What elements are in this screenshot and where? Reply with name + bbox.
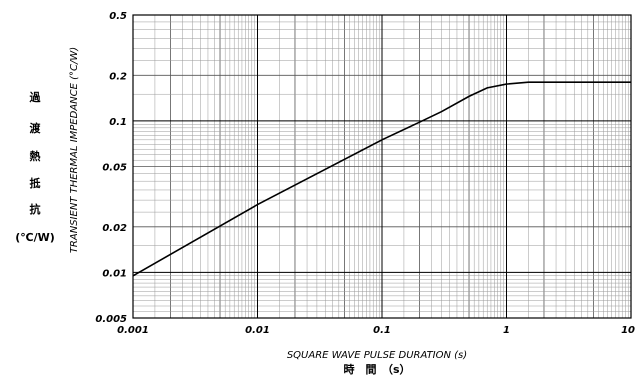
y-tick-labels: 0.005 0.01 0.02 0.05 0.1 0.2 0.5	[95, 11, 127, 325]
x-tick-label: 0.1	[373, 325, 391, 336]
y-axis-label-jp-char: 過	[29, 90, 42, 104]
x-tick-label: 0.01	[245, 325, 270, 336]
major-gridlines	[133, 15, 631, 318]
y-tick-label: 0.1	[109, 117, 127, 128]
y-tick-label: 0.01	[102, 268, 127, 279]
series-line	[132, 81, 631, 277]
x-tick-label: 1	[503, 325, 510, 336]
y-axis-label: TRANSIENT THERMAL IMPEDANCE (°C/W)	[69, 47, 80, 253]
y-axis-label-jp-char: 熱	[30, 149, 41, 163]
y-axis-label-jp-unit: (℃/W)	[15, 231, 55, 244]
y-axis-label-jp-char: 抵	[30, 176, 41, 190]
x-tick-labels: 0.001 0.01 0.1 1 10	[117, 325, 635, 336]
y-axis-label-jp: 過 渡 熱 抵 抗 (℃/W)	[15, 90, 55, 244]
y-tick-label: 0.005	[95, 314, 127, 325]
y-axis-label-jp-char: 渡	[30, 121, 42, 135]
y-tick-label: 0.02	[102, 223, 127, 234]
x-axis-label: SQUARE WAVE PULSE DURATION (s)	[287, 350, 467, 361]
y-tick-label: 0.05	[102, 163, 127, 174]
y-tick-label: 0.2	[109, 71, 127, 82]
x-tick-label: 0.001	[117, 325, 149, 336]
y-tick-label: 0.5	[109, 11, 127, 22]
y-axis-label-jp-char: 抗	[30, 202, 41, 216]
plot-frame	[132, 14, 632, 319]
x-axis-label-jp: 時 間 （s）	[343, 362, 410, 376]
x-tick-label: 10	[621, 325, 635, 336]
